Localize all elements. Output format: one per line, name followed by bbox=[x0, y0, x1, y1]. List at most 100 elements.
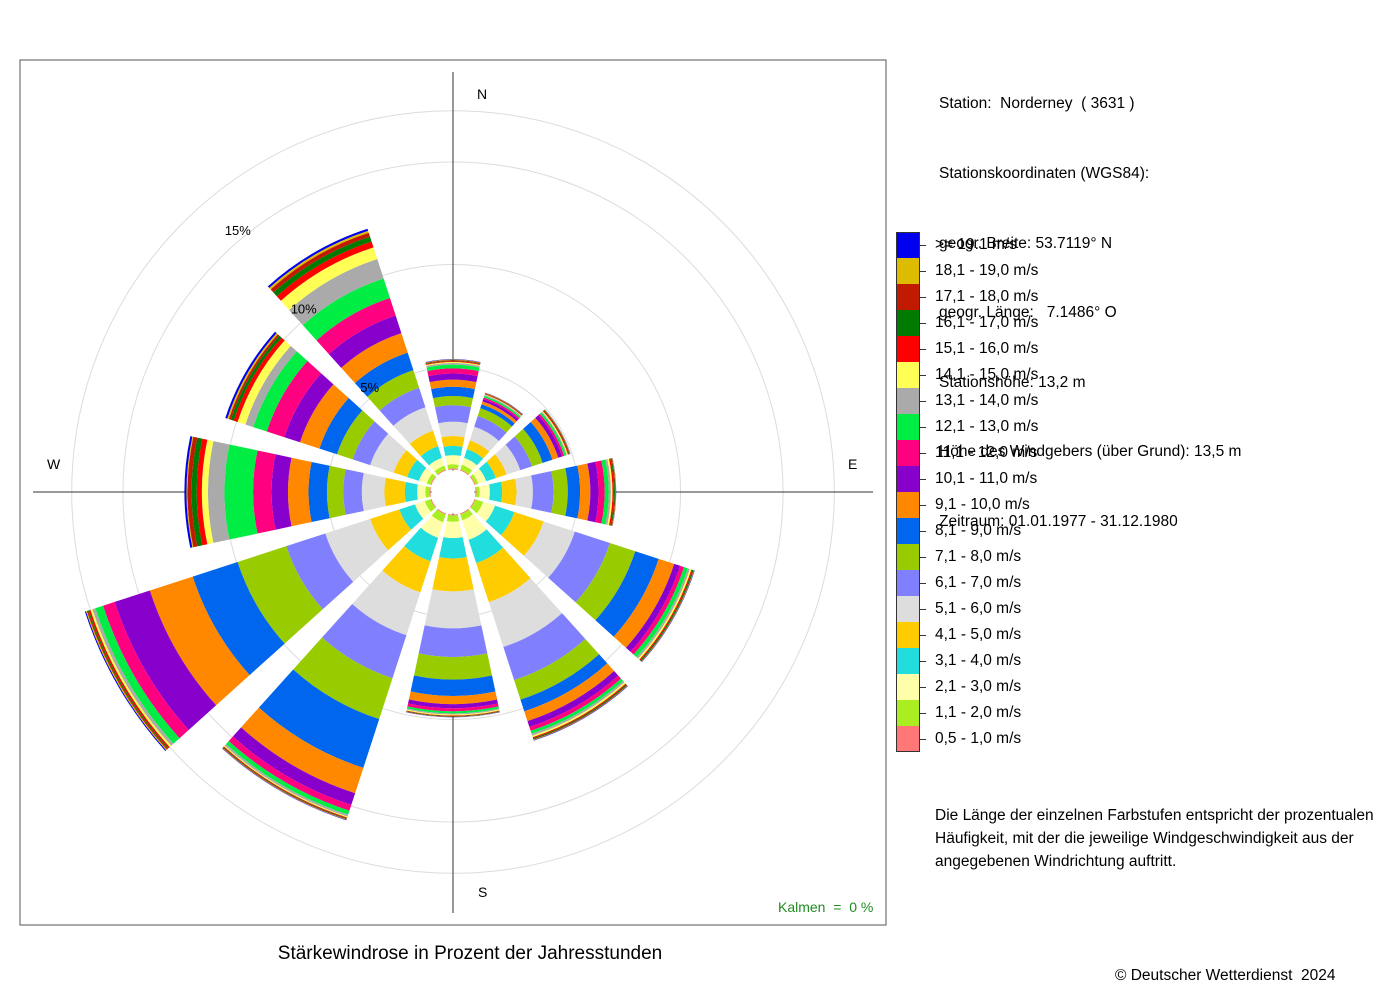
legend-tick bbox=[920, 427, 926, 428]
legend-swatch bbox=[896, 648, 920, 674]
sector-band bbox=[426, 473, 436, 485]
sector-band bbox=[630, 565, 685, 655]
sector-band bbox=[462, 514, 487, 540]
sector-band bbox=[382, 546, 431, 593]
sector-210deg bbox=[222, 508, 447, 821]
sector-band bbox=[322, 603, 407, 679]
legend-label: 13,1 - 14,0 m/s bbox=[935, 392, 1039, 409]
sector-band bbox=[477, 408, 512, 433]
sector-band bbox=[325, 518, 389, 582]
ring-label-10-percent: 10% bbox=[291, 302, 317, 317]
sector-band bbox=[370, 509, 412, 551]
sector-band bbox=[503, 613, 586, 681]
sector-band bbox=[441, 436, 465, 447]
sector-band bbox=[515, 475, 533, 509]
compass-label-w: W bbox=[47, 456, 61, 472]
sector-band bbox=[601, 459, 609, 525]
sector-band bbox=[407, 459, 427, 481]
legend-swatch bbox=[896, 492, 920, 518]
legend-tick bbox=[920, 635, 926, 636]
legend-swatch bbox=[896, 232, 920, 258]
sector-band bbox=[253, 450, 276, 534]
sector-band bbox=[595, 460, 605, 524]
legend-tick bbox=[920, 323, 926, 324]
legend-tick bbox=[920, 479, 926, 480]
sector-band bbox=[551, 468, 568, 516]
sector-band bbox=[418, 625, 488, 658]
sector-band bbox=[460, 509, 473, 521]
period: Zeitraum: 01.01.1977 - 31.12.1980 bbox=[939, 512, 1178, 530]
legend-swatch bbox=[896, 596, 920, 622]
sector-0deg bbox=[425, 359, 481, 470]
sector-band bbox=[476, 486, 480, 498]
sector-band bbox=[406, 711, 500, 717]
sector-band bbox=[486, 454, 507, 479]
sector-band bbox=[488, 578, 563, 647]
sector-band bbox=[253, 351, 308, 432]
sector-band bbox=[461, 457, 478, 471]
sector-band bbox=[414, 653, 492, 680]
sector-band bbox=[230, 335, 282, 421]
sector-band bbox=[408, 691, 498, 705]
legend-swatch bbox=[896, 622, 920, 648]
sector-band bbox=[595, 551, 659, 637]
sector-band bbox=[196, 438, 208, 546]
sector-band bbox=[280, 247, 378, 310]
legend-label: 4,1 - 5,0 m/s bbox=[935, 626, 1022, 643]
legend-tick bbox=[920, 505, 926, 506]
sector-band bbox=[530, 678, 624, 734]
sector-band bbox=[406, 709, 500, 716]
sector-band bbox=[149, 576, 250, 706]
legend-tick bbox=[920, 245, 926, 246]
legend-label: 18,1 - 19,0 m/s bbox=[935, 262, 1039, 279]
sector-150deg bbox=[459, 508, 628, 741]
sector-band bbox=[439, 537, 467, 559]
sector-band bbox=[577, 463, 591, 521]
sector-band bbox=[370, 433, 407, 473]
sector-band bbox=[470, 499, 484, 514]
legend-label: >= 19.1 m/s bbox=[935, 236, 1017, 253]
sector-band bbox=[273, 236, 372, 297]
sector-band bbox=[587, 461, 599, 523]
sector-band bbox=[361, 473, 386, 511]
sector-band bbox=[433, 396, 473, 408]
sector-band bbox=[437, 508, 447, 515]
sector-band bbox=[424, 589, 482, 629]
sector-band bbox=[443, 521, 463, 539]
sector-band bbox=[481, 401, 517, 424]
sector-band bbox=[287, 457, 312, 527]
sector-band bbox=[501, 478, 517, 506]
legend-tick bbox=[920, 583, 926, 584]
legend-swatch bbox=[896, 336, 920, 362]
legend-swatch bbox=[896, 258, 920, 284]
sector-120deg bbox=[469, 498, 695, 663]
sector-band bbox=[605, 459, 611, 525]
sector-band bbox=[237, 340, 291, 425]
legend-tick bbox=[920, 297, 926, 298]
sector-band bbox=[565, 465, 581, 519]
sector-band bbox=[494, 444, 521, 475]
sector-band bbox=[270, 232, 371, 293]
sector-band bbox=[484, 394, 522, 417]
sector-band bbox=[425, 359, 481, 364]
plot-frame bbox=[19, 59, 887, 926]
compass-label-n: N bbox=[477, 86, 487, 102]
sector-band bbox=[524, 663, 615, 722]
coords-title: Stationskoordinaten (WGS84): bbox=[939, 165, 1150, 182]
legend-swatch bbox=[896, 700, 920, 726]
sector-band bbox=[341, 333, 408, 384]
sector-band bbox=[464, 449, 484, 466]
sector-band bbox=[431, 509, 446, 523]
sector-270deg bbox=[184, 436, 431, 548]
legend-tick bbox=[920, 375, 926, 376]
sector-330deg bbox=[267, 228, 447, 476]
sector-band bbox=[289, 259, 384, 326]
sector-band bbox=[535, 415, 563, 458]
sector-band bbox=[354, 352, 414, 397]
sector-band bbox=[448, 468, 458, 470]
sector-band bbox=[352, 570, 421, 636]
sector-band bbox=[478, 461, 496, 482]
sector-band bbox=[429, 487, 431, 497]
sector-band bbox=[245, 345, 297, 428]
sector-band bbox=[319, 398, 363, 455]
